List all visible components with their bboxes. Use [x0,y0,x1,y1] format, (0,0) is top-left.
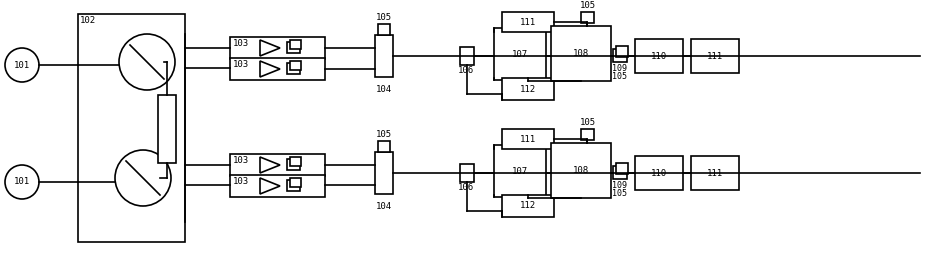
Bar [286,180,299,191]
Bar [289,61,300,70]
Bar [375,35,392,77]
Bar [691,156,738,190]
Text: 112: 112 [519,201,536,210]
Text: 103: 103 [233,156,248,165]
Text: 106: 106 [458,66,474,75]
Polygon shape [260,61,280,77]
Text: 104: 104 [375,85,391,94]
Circle shape [5,48,39,82]
Bar [616,46,628,57]
Bar [230,175,324,197]
Polygon shape [260,178,280,194]
Text: 111: 111 [519,17,536,27]
Text: 110: 110 [650,51,667,60]
Bar [460,47,474,65]
Text: 110: 110 [650,168,667,177]
Circle shape [119,34,175,90]
Bar [286,63,299,74]
Text: 105: 105 [578,1,595,10]
Text: 103: 103 [233,39,248,48]
Bar [502,195,553,217]
Text: 102: 102 [80,16,96,25]
Text: 111: 111 [706,168,722,177]
Bar [230,58,324,80]
Bar [580,129,593,140]
Text: 101: 101 [14,60,30,69]
Text: 108: 108 [572,166,589,175]
Bar [230,154,324,176]
Polygon shape [260,40,280,56]
Bar [613,166,627,179]
Text: 107: 107 [512,166,527,176]
Bar [377,24,389,35]
Bar [691,39,738,73]
Bar [289,40,300,49]
Circle shape [115,150,171,206]
Bar [460,164,474,182]
Bar [375,152,392,194]
Bar [493,145,545,197]
Text: 107: 107 [512,49,527,59]
Text: 106: 106 [458,183,474,192]
Bar [580,12,593,23]
Text: 105: 105 [375,13,391,22]
Polygon shape [260,157,280,173]
Bar [289,178,300,187]
Bar [616,163,628,174]
Text: 108: 108 [572,49,589,58]
Text: 105: 105 [375,130,391,139]
Bar [377,141,389,152]
Bar [78,14,184,242]
Bar [502,12,553,32]
Text: 105: 105 [612,189,627,198]
Bar [158,95,176,163]
Bar [502,129,553,149]
Bar [613,49,627,62]
Bar [551,26,610,81]
Text: 101: 101 [14,177,30,187]
Text: 109: 109 [612,181,627,190]
Bar [493,28,545,80]
Bar [286,42,299,53]
Text: 104: 104 [375,202,391,211]
Bar [551,143,610,198]
Text: 103: 103 [233,60,248,69]
Bar [286,159,299,170]
Bar [289,157,300,166]
Text: 111: 111 [519,134,536,144]
Text: 109: 109 [612,64,627,73]
Circle shape [5,165,39,199]
Bar [634,39,682,73]
Bar [634,156,682,190]
Text: 111: 111 [706,51,722,60]
Bar [230,37,324,59]
Text: 105: 105 [578,118,595,127]
Text: 112: 112 [519,84,536,93]
Bar [502,78,553,100]
Text: 103: 103 [233,177,248,186]
Text: 105: 105 [612,72,627,81]
